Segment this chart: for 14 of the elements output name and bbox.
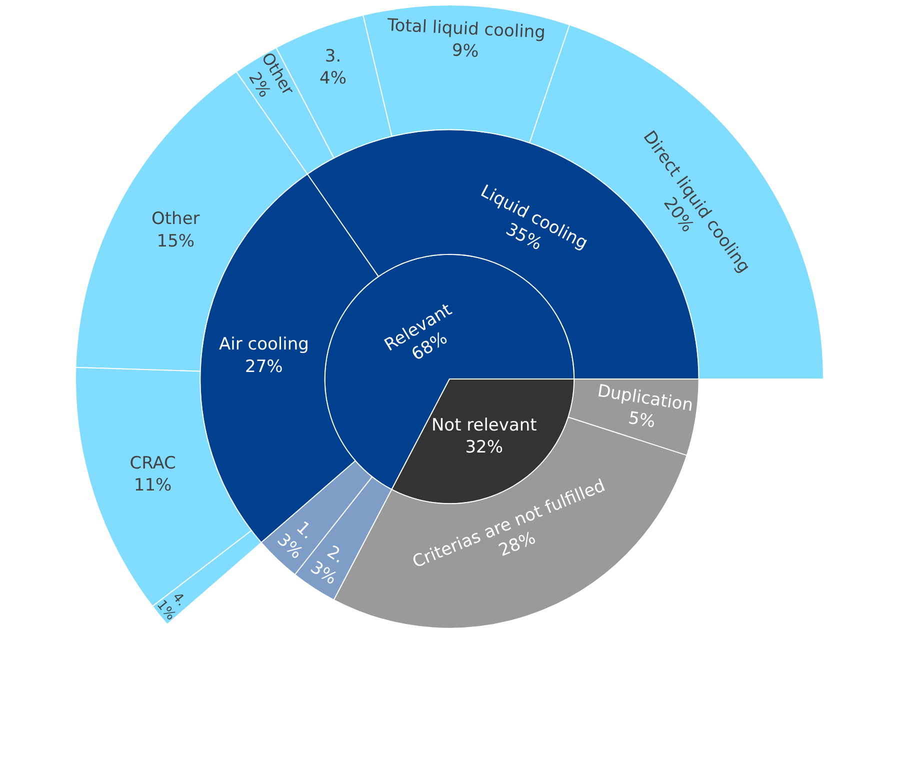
data-label: 32% <box>465 438 504 458</box>
category-label: CRAC <box>130 453 176 474</box>
category-label: 3. <box>324 46 342 66</box>
category-label: 2. <box>323 542 348 568</box>
data-label: 5% <box>626 408 657 432</box>
data-label: 4% <box>320 68 346 88</box>
category-label: Not relevant <box>431 415 538 436</box>
data-label: 11% <box>134 475 172 496</box>
category-label: Total liquid cooling <box>386 16 546 43</box>
category-label: Other <box>152 209 200 230</box>
data-label: 9% <box>451 40 480 62</box>
data-label: 27% <box>245 356 283 377</box>
category-label: Air cooling <box>218 334 309 355</box>
data-label: 15% <box>156 231 195 252</box>
